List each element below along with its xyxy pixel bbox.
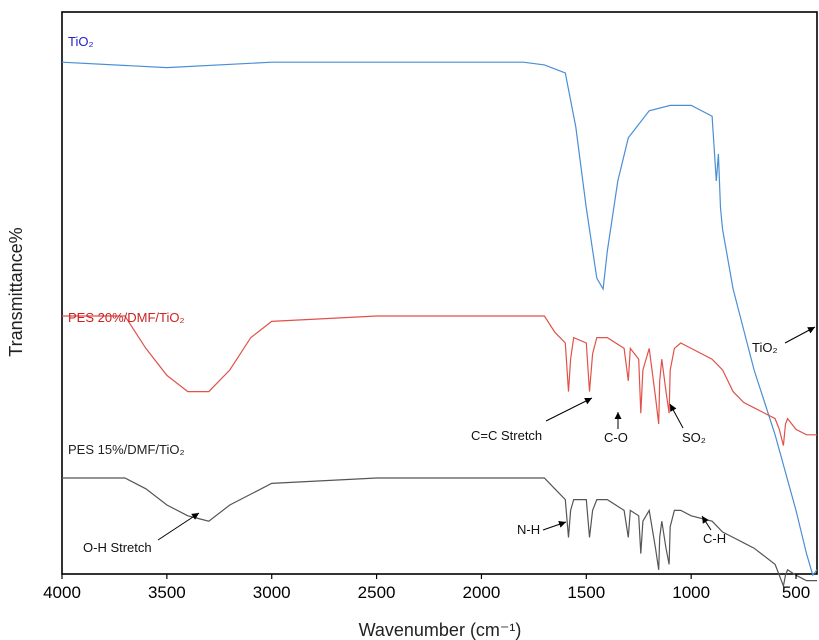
x-tick-label-4: 2500 (358, 583, 396, 602)
annotation-arrowhead-7 (702, 516, 709, 524)
x-tick-label-6: 1500 (567, 583, 605, 602)
annotation-label-3: C-O (604, 430, 628, 445)
y-axis-title: Transmittance% (6, 227, 26, 356)
x-tick-label-8: 500 (782, 583, 810, 602)
annotation-label-2: C=C Stretch (471, 428, 542, 443)
x-tick-label-2: 3500 (148, 583, 186, 602)
series-labels: TiO₂ PES 20%/DMF/TiO₂ PES 15%/DMF/TiO₂ (68, 34, 185, 457)
series-line-3 (62, 477, 817, 589)
annotation-arrowhead-3 (614, 412, 622, 419)
annotation-arrowhead-4 (670, 404, 677, 412)
annotation-label-7: C-H (703, 531, 726, 546)
annotation-arrow-2 (545, 397, 593, 422)
x-axis-title: Wavenumber (cm⁻¹) (359, 620, 522, 640)
series-layer (61, 61, 818, 589)
annotation-arrow-5 (157, 512, 200, 541)
annotation-label-5: O-H Stretch (83, 540, 152, 555)
series-label-3: PES 15%/DMF/TiO₂ (68, 442, 185, 457)
series-label-1: TiO₂ (68, 34, 94, 49)
plot-frame (61, 11, 818, 575)
x-tick-label-1: 4000 (43, 583, 81, 602)
annotation-arrowhead-1 (807, 327, 815, 334)
annotation-arrowhead-5 (191, 513, 199, 520)
series-line-2 (62, 315, 817, 446)
annotation-label-1: TiO₂ (752, 340, 778, 355)
series-label-2: PES 20%/DMF/TiO₂ (68, 310, 185, 325)
annotation-arrowhead-2 (584, 398, 592, 405)
series-line-1 (61, 61, 818, 577)
x-tick-label-7: 1000 (672, 583, 710, 602)
annotation-label-4: SO₂ (682, 430, 706, 445)
annotation-arrowhead-6 (558, 520, 566, 528)
annotation-label-6: N-H (517, 522, 540, 537)
x-tick-label-5: 2000 (463, 583, 501, 602)
x-tick-label-3: 3000 (253, 583, 291, 602)
annotations-layer: TiO₂ C=C Stretch C-O SO₂ O-H Stretch N-H C-H (83, 326, 816, 555)
x-axis: 4000 3500 3000 2500 2000 1500 1000 500 (43, 574, 810, 602)
